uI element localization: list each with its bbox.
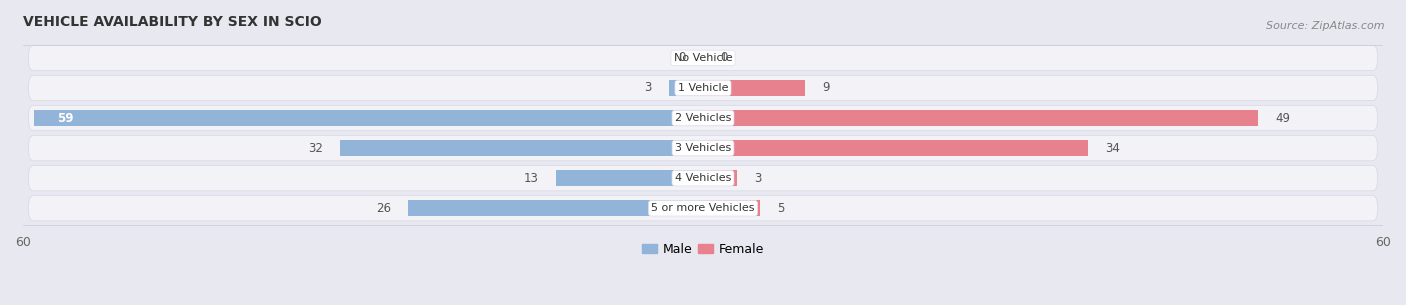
Bar [555,170,703,186]
Text: 3 Vehicles: 3 Vehicles [675,143,731,153]
FancyBboxPatch shape [28,166,1378,191]
Text: 5 or more Vehicles: 5 or more Vehicles [651,203,755,213]
FancyBboxPatch shape [28,196,1378,221]
Bar [703,110,1258,126]
Bar [34,110,703,126]
Bar [703,170,737,186]
FancyBboxPatch shape [28,75,1378,101]
Bar [703,80,806,96]
FancyBboxPatch shape [28,45,1378,70]
Text: 0: 0 [679,52,686,64]
Text: 3: 3 [754,172,762,185]
Bar [703,200,759,216]
Bar [340,140,703,156]
Text: Source: ZipAtlas.com: Source: ZipAtlas.com [1267,21,1385,31]
Text: 13: 13 [524,172,538,185]
Legend: Male, Female: Male, Female [637,238,769,261]
Text: No Vehicle: No Vehicle [673,53,733,63]
Text: 4 Vehicles: 4 Vehicles [675,173,731,183]
Text: 0: 0 [720,52,727,64]
Text: 3: 3 [644,81,652,95]
Text: 32: 32 [308,142,323,155]
Text: 2 Vehicles: 2 Vehicles [675,113,731,123]
Bar [703,140,1088,156]
Text: 26: 26 [377,202,391,215]
Text: 1 Vehicle: 1 Vehicle [678,83,728,93]
Text: 49: 49 [1275,112,1291,124]
Text: 59: 59 [56,112,73,124]
FancyBboxPatch shape [28,106,1378,131]
Text: VEHICLE AVAILABILITY BY SEX IN SCIO: VEHICLE AVAILABILITY BY SEX IN SCIO [22,15,322,29]
Text: 34: 34 [1105,142,1121,155]
Bar [669,80,703,96]
FancyBboxPatch shape [28,135,1378,161]
Bar [408,200,703,216]
Text: 5: 5 [776,202,785,215]
Text: 9: 9 [823,81,830,95]
